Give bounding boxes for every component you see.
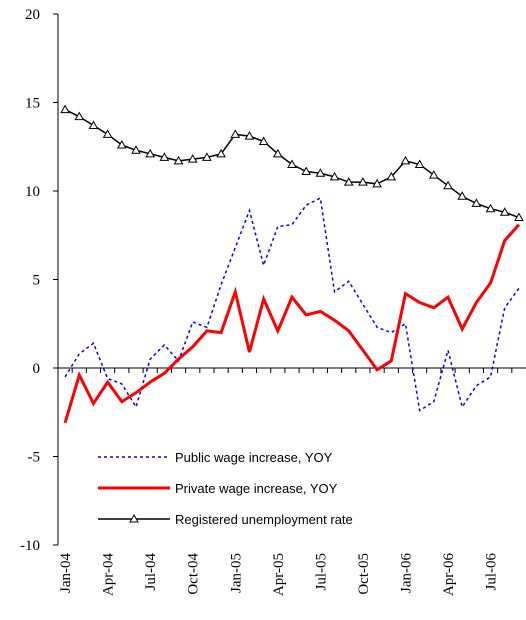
marker: [230, 129, 241, 138]
marker: [287, 159, 297, 168]
x-tick-label: Jul-05: [313, 553, 329, 591]
marker: [499, 207, 510, 216]
x-tick-label: Jan-05: [228, 553, 244, 593]
x-tick-label: Jan-04: [58, 553, 74, 593]
legend-marker: [129, 513, 139, 523]
marker: [414, 159, 425, 168]
marker: [400, 155, 411, 165]
legend-label: Public wage increase, YOY: [175, 450, 333, 465]
marker: [145, 148, 156, 158]
marker: [428, 170, 439, 179]
marker: [372, 178, 382, 188]
x-tick-label: Apr-05: [271, 553, 287, 596]
marker: [88, 120, 99, 130]
y-tick-label: 5: [33, 273, 41, 289]
x-tick-label: Jul-04: [143, 553, 159, 591]
marker: [457, 191, 468, 200]
marker: [173, 155, 184, 165]
x-tick-label: Apr-06: [441, 553, 457, 597]
y-tick-label: 20: [25, 7, 40, 23]
marker: [443, 180, 453, 190]
marker: [471, 198, 482, 207]
legend-label: Private wage increase, YOY: [175, 481, 338, 496]
x-tick-label: Oct-04: [186, 553, 202, 595]
marker: [386, 171, 397, 181]
marker: [131, 145, 141, 154]
marker: [272, 148, 283, 158]
y-tick-label: 10: [25, 184, 40, 200]
marker: [202, 152, 212, 161]
y-tick-label: -5: [28, 450, 41, 466]
marker: [74, 111, 85, 121]
series-line: [63, 223, 521, 424]
marker: [343, 177, 354, 186]
marker: [187, 154, 198, 163]
marker: [60, 104, 70, 114]
marker: [301, 166, 312, 176]
marker: [216, 148, 226, 158]
y-tick-label: 0: [33, 361, 41, 377]
marker: [258, 136, 269, 145]
marker: [102, 129, 113, 138]
marker: [244, 131, 255, 140]
marker: [116, 139, 127, 149]
y-tick-label: -10: [20, 538, 40, 554]
marker: [358, 177, 368, 186]
y-tick-label: 15: [25, 96, 40, 112]
series-line: [64, 196, 520, 412]
legend-label: Registered unemployment rate: [175, 512, 353, 527]
marker: [514, 212, 524, 222]
marker: [329, 171, 340, 181]
marker: [485, 203, 496, 213]
marker: [159, 152, 170, 161]
marker: [315, 168, 326, 177]
x-tick-label: Jul-06: [484, 553, 500, 591]
x-tick-label: Oct-05: [356, 553, 372, 595]
x-tick-label: Apr-04: [101, 553, 117, 597]
x-tick-label: Jan-06: [398, 553, 414, 593]
